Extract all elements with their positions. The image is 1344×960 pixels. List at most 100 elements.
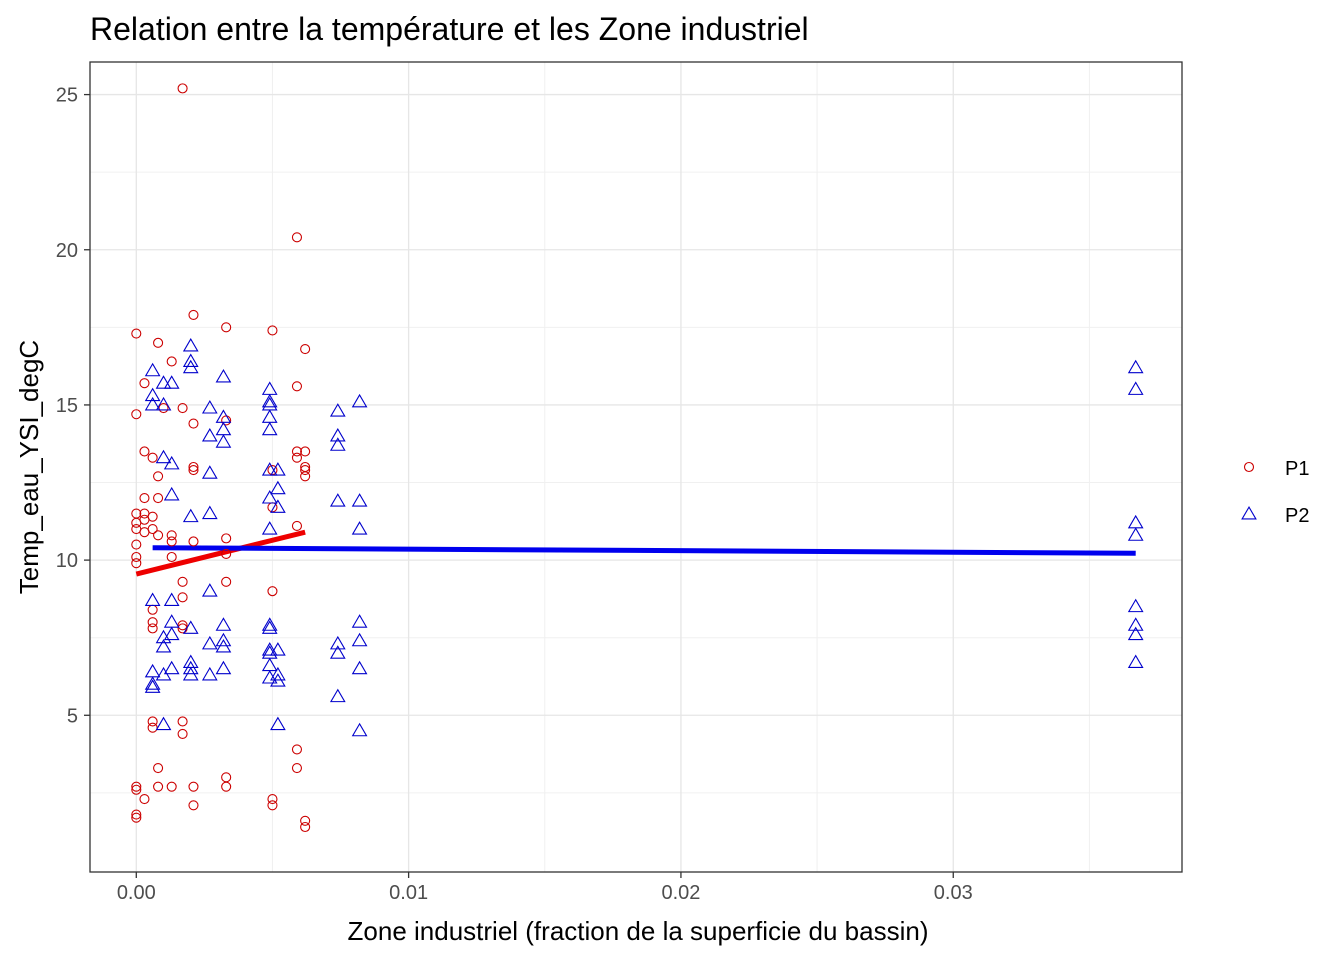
data-point-triangle xyxy=(201,666,218,681)
x-axis: 0.00 0.01 0.02 0.03 xyxy=(117,872,973,904)
data-point-circle xyxy=(147,524,158,535)
data-point-triangle xyxy=(261,381,278,395)
data-point-triangle xyxy=(329,645,346,659)
data-point-circle xyxy=(153,492,164,504)
data-point-triangle xyxy=(329,403,346,417)
data-point-triangle xyxy=(1127,359,1144,374)
data-point-circle xyxy=(267,325,278,336)
data-point-circle xyxy=(221,548,232,559)
data-point-circle xyxy=(131,781,142,792)
trend-line xyxy=(135,529,306,577)
data-point-triangle xyxy=(329,427,346,442)
data-point-circle xyxy=(139,492,150,504)
data-point-triangle xyxy=(144,387,161,402)
data-point-circle xyxy=(221,772,232,783)
data-point-triangle xyxy=(261,642,278,656)
data-point-circle xyxy=(300,471,311,482)
data-point-triangle xyxy=(261,620,278,634)
data-point-triangle xyxy=(329,437,346,451)
data-point-circle xyxy=(291,520,303,532)
data-point-triangle xyxy=(144,592,161,606)
data-point-triangle xyxy=(1127,654,1144,669)
data-point-circle xyxy=(300,821,311,833)
data-point-circle xyxy=(153,471,164,482)
plot-panel xyxy=(89,61,1183,873)
data-point-triangle xyxy=(182,660,199,675)
data-point-triangle xyxy=(201,635,218,650)
data-point-circle xyxy=(153,781,164,792)
data-point-circle xyxy=(166,530,177,541)
chart-title: Relation entre la température et les Zon… xyxy=(90,11,809,47)
data-point-triangle xyxy=(351,614,368,628)
data-point-triangle xyxy=(215,660,232,675)
data-point-triangle xyxy=(1127,514,1144,529)
data-point-triangle xyxy=(182,666,199,681)
data-point-circle xyxy=(267,800,278,811)
data-point-circle xyxy=(147,452,158,463)
data-point-triangle xyxy=(163,455,180,470)
data-point-triangle xyxy=(261,421,278,436)
data-point-triangle xyxy=(351,722,368,737)
data-point-circle xyxy=(153,530,164,541)
legend-label: P1 xyxy=(1285,458,1309,480)
data-point-triangle xyxy=(215,369,232,383)
data-point-triangle xyxy=(351,393,368,408)
data-point-triangle xyxy=(1127,626,1144,641)
data-point-circle xyxy=(221,576,232,587)
data-point-triangle xyxy=(182,359,199,374)
data-point-circle xyxy=(188,461,199,473)
y-tick-label: 15 xyxy=(56,395,78,417)
data-point-triangle xyxy=(144,362,161,377)
data-point-triangle xyxy=(270,673,286,687)
data-point-circle xyxy=(177,728,188,739)
data-point-triangle xyxy=(351,493,368,507)
data-point-triangle xyxy=(270,716,286,731)
data-point-circle xyxy=(177,592,188,603)
data-point-triangle xyxy=(144,396,161,411)
legend-key xyxy=(1243,461,1255,473)
data-point-circle xyxy=(139,794,150,805)
data-point-triangle xyxy=(270,462,286,476)
data-point-triangle xyxy=(144,676,161,690)
data-point-triangle xyxy=(1127,617,1144,631)
data-point-triangle xyxy=(351,632,368,647)
data-point-triangle xyxy=(155,396,172,411)
data-point-circle xyxy=(153,337,164,348)
data-point-circle xyxy=(291,446,303,457)
data-point-circle xyxy=(153,762,164,774)
data-point-triangle xyxy=(270,642,286,656)
data-point-triangle xyxy=(1127,598,1144,613)
data-point-triangle xyxy=(155,716,172,731)
data-point-triangle xyxy=(261,490,278,504)
data-point-circle xyxy=(188,536,199,547)
data-point-circle xyxy=(291,452,303,463)
data-point-circle xyxy=(267,586,278,597)
data-point-circle xyxy=(221,322,232,333)
data-point-circle xyxy=(147,623,158,634)
data-point-triangle xyxy=(201,465,218,479)
panel-border xyxy=(89,61,1183,873)
y-axis-title: Temp_eau_YSI_degC xyxy=(14,340,44,594)
x-tick-label: 0.02 xyxy=(661,882,700,904)
data-point-triangle xyxy=(163,592,180,606)
data-point-triangle xyxy=(163,660,180,675)
data-point-circle xyxy=(147,604,158,615)
data-point-circle xyxy=(166,551,177,563)
data-point-circle xyxy=(177,716,188,727)
data-point-triangle xyxy=(351,521,368,535)
data-point-triangle xyxy=(215,617,232,631)
data-point-circle xyxy=(131,784,142,795)
data-point-circle xyxy=(221,781,232,792)
data-point-triangle xyxy=(201,583,218,597)
y-tick-label: 5 xyxy=(67,705,78,727)
data-point-circle xyxy=(300,446,311,457)
data-point-triangle xyxy=(163,486,180,501)
data-point-triangle xyxy=(261,462,278,476)
x-tick-label: 0.00 xyxy=(117,882,156,904)
data-point-circle xyxy=(291,744,303,755)
data-point-triangle xyxy=(201,400,218,414)
data-point-circle xyxy=(188,781,199,792)
data-point-triangle xyxy=(261,617,278,631)
data-point-triangle xyxy=(163,614,180,628)
data-point-triangle xyxy=(163,626,180,641)
